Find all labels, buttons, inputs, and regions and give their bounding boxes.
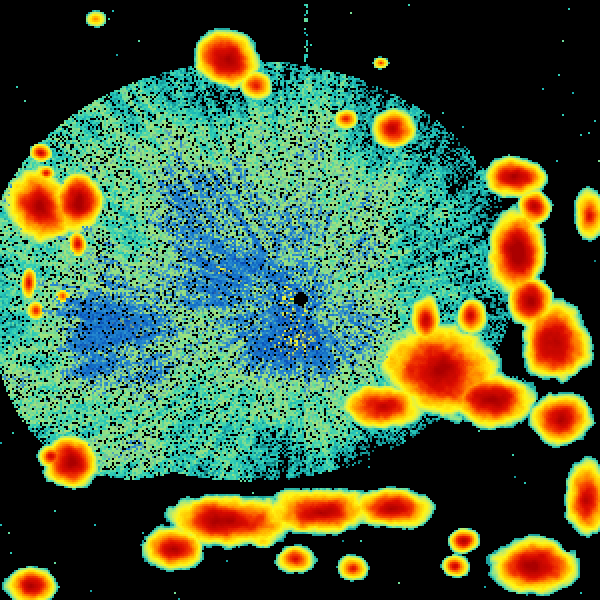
radar-display[interactable]: Radar Base Reflectivity: [0, 0, 600, 600]
radar-reflectivity-canvas[interactable]: [0, 0, 600, 600]
